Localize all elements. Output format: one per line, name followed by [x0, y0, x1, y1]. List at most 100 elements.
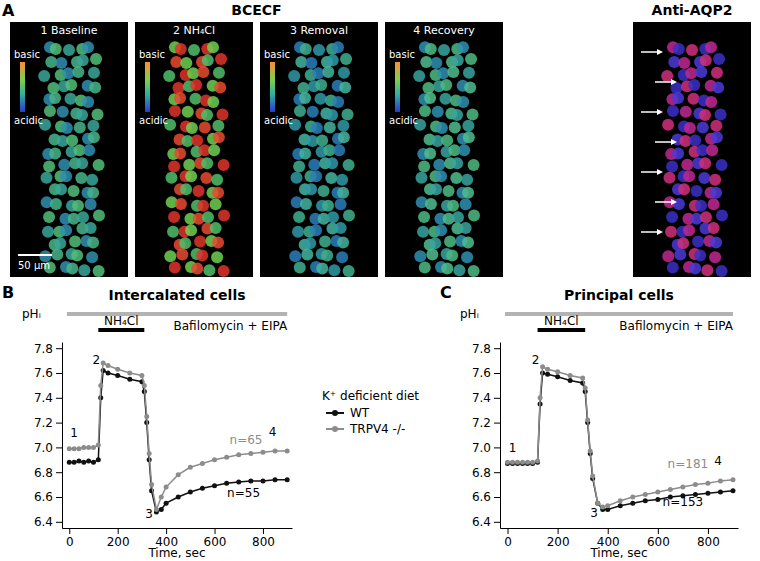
cell — [443, 185, 455, 197]
cell — [662, 250, 674, 262]
cell — [708, 222, 720, 234]
tick: 7.0 — [472, 441, 500, 455]
cell — [210, 198, 222, 210]
cell — [430, 57, 442, 69]
cell — [436, 122, 448, 134]
panel-label: C — [440, 283, 452, 302]
cell — [338, 131, 350, 143]
cell — [460, 198, 472, 210]
tick: 7.4 — [472, 391, 500, 405]
cell — [89, 82, 101, 94]
tick: 800 — [697, 528, 720, 549]
cell — [307, 106, 319, 118]
cell — [337, 120, 349, 132]
tick-mark — [494, 398, 500, 399]
tick-label: 7.2 — [472, 416, 491, 430]
y-axis-title: pHᵢ — [22, 307, 41, 321]
cell — [166, 172, 178, 184]
cell — [342, 109, 354, 121]
tick-label: 0 — [66, 535, 74, 549]
cell — [311, 122, 323, 134]
color-scale-low: acidic — [14, 115, 43, 126]
cell — [321, 249, 333, 261]
cell — [685, 67, 697, 79]
series-marker — [718, 478, 723, 483]
series-marker — [510, 460, 515, 465]
cell — [665, 226, 677, 238]
series-marker — [555, 374, 560, 379]
cell — [316, 135, 328, 147]
cell — [710, 120, 722, 132]
cell — [318, 185, 330, 197]
cell — [453, 264, 465, 276]
cell — [451, 109, 463, 121]
cell — [715, 109, 727, 121]
tick-mark — [494, 497, 500, 498]
arrow-head — [671, 139, 677, 145]
treatment-bar — [505, 312, 733, 316]
series-marker — [285, 477, 290, 482]
tick: 200 — [107, 528, 130, 549]
cell — [60, 170, 72, 182]
series-marker — [67, 446, 72, 451]
cell — [214, 82, 226, 94]
axis-line — [63, 528, 293, 529]
cell — [336, 174, 348, 186]
cell — [305, 57, 317, 69]
series-marker — [81, 460, 86, 465]
tick-label: 7.0 — [34, 441, 53, 455]
series-marker — [91, 445, 96, 450]
series-marker — [655, 497, 660, 502]
cell — [325, 172, 337, 184]
series-marker — [655, 490, 660, 495]
legend-symbol — [332, 410, 338, 416]
chart-title: Principal cells — [564, 287, 674, 303]
series-marker — [159, 495, 164, 500]
series-marker — [115, 367, 120, 372]
cell — [43, 211, 55, 223]
cell — [695, 200, 707, 212]
series-marker — [106, 363, 111, 368]
cell — [689, 262, 701, 274]
cell — [699, 109, 711, 121]
series-marker — [176, 495, 181, 500]
cell — [175, 198, 187, 210]
cell — [314, 93, 326, 105]
cell — [189, 93, 201, 105]
cell — [87, 120, 99, 132]
series-marker — [72, 446, 77, 451]
series-marker — [127, 371, 132, 376]
cell — [190, 79, 202, 91]
series-marker — [680, 485, 685, 490]
cell — [86, 251, 98, 263]
arrow-head — [657, 229, 663, 235]
cell — [441, 135, 453, 147]
cell — [667, 105, 679, 117]
series-line — [69, 371, 287, 512]
tick: 7.8 — [472, 342, 500, 356]
cell — [218, 265, 230, 277]
tick-mark — [494, 447, 500, 448]
cell — [674, 248, 686, 260]
cell — [92, 109, 104, 121]
cell — [215, 53, 227, 65]
tick-mark — [56, 348, 62, 349]
legend-symbol — [332, 426, 338, 432]
annotation: n=65 — [230, 433, 263, 447]
cell — [343, 159, 355, 171]
tick-label: 6.8 — [472, 466, 491, 480]
cell — [678, 57, 690, 69]
cell — [327, 211, 339, 223]
tick: 6.8 — [34, 466, 62, 480]
image-panel: 4 Recoverybasicacidic — [385, 22, 503, 277]
series-marker — [115, 373, 120, 378]
tick: 6.4 — [34, 515, 62, 529]
treatment-label: Bafilomycin + EIPA — [174, 319, 288, 333]
series-marker — [142, 383, 147, 388]
cell — [672, 92, 684, 104]
cell — [62, 67, 74, 79]
cell — [77, 211, 89, 223]
cell — [211, 174, 223, 186]
series-marker — [515, 460, 520, 465]
annotation: n=181 — [668, 457, 709, 471]
